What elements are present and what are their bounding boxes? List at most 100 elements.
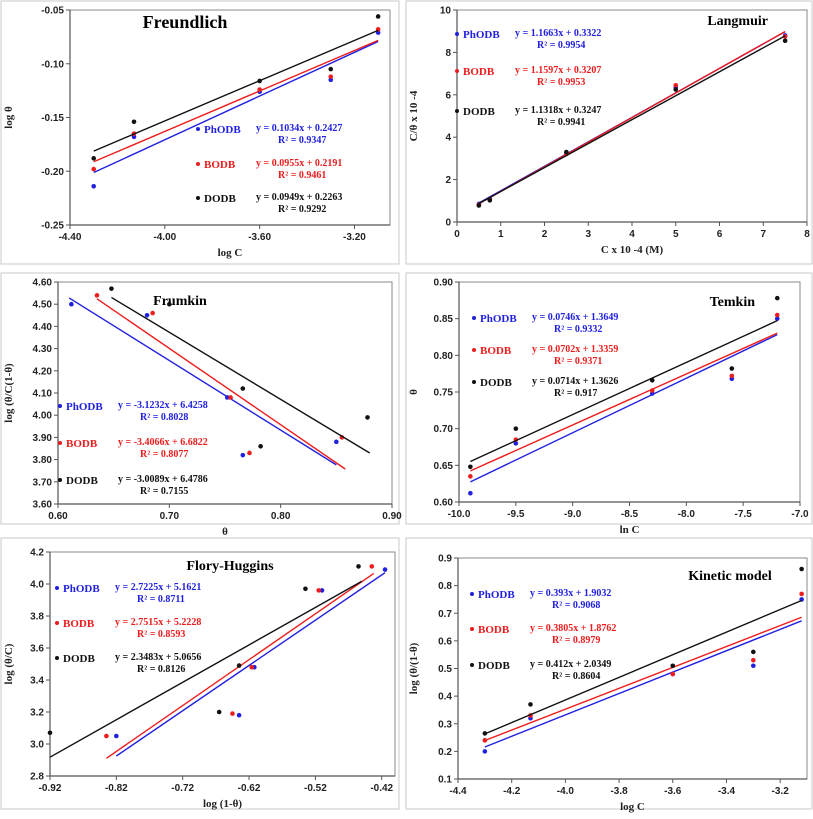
trendline-bodb bbox=[96, 298, 346, 470]
data-point-dodb bbox=[365, 415, 370, 420]
data-point-dodb bbox=[751, 649, 756, 655]
y-axis-label: log (θ/C(1-θ) bbox=[3, 363, 15, 423]
legend-marker bbox=[455, 109, 459, 113]
panel-frame bbox=[405, 537, 813, 810]
y-tick-label: 2 bbox=[445, 175, 451, 186]
x-axis-label: ln C bbox=[620, 524, 640, 536]
legend-marker bbox=[472, 348, 476, 352]
trendline-dodb bbox=[49, 580, 363, 758]
chart-panel-2: 0.60 0.70 0.80 0.90 3.60 3.70 3.80 3.90 4.00 4.10… bbox=[0, 272, 402, 538]
data-point-phodb bbox=[468, 490, 473, 496]
x-tick-label: 4 bbox=[629, 229, 635, 240]
y-tick-label: 3.70 bbox=[33, 477, 53, 488]
r-squared-label: R² = 0.9953 bbox=[537, 77, 585, 88]
r-squared-label: R² = 0.8711 bbox=[137, 594, 185, 605]
data-point-phodb bbox=[224, 395, 230, 400]
legend-marker bbox=[472, 316, 476, 320]
data-point-phodb bbox=[482, 749, 488, 754]
legend-marker bbox=[55, 621, 59, 625]
legend-label: DODB bbox=[66, 475, 98, 487]
x-tick-label: -7.5 bbox=[735, 509, 753, 520]
data-point-bodb bbox=[673, 82, 679, 88]
data-point-phodb bbox=[319, 588, 325, 593]
y-tick-label: 4.40 bbox=[33, 322, 53, 333]
y-tick-label: 0.8 bbox=[438, 581, 452, 592]
x-tick-label: 8 bbox=[804, 229, 810, 240]
y-tick-label: 0.60 bbox=[434, 498, 454, 509]
data-point-dodb bbox=[564, 149, 569, 155]
y-tick-label: 0 bbox=[445, 218, 451, 229]
trendline-equation: y = 0.0949x + 0.2263 bbox=[256, 192, 342, 203]
data-point-bodb bbox=[774, 312, 780, 318]
data-point-phodb bbox=[513, 441, 519, 446]
data-point-bodb bbox=[751, 657, 756, 663]
data-point-phodb bbox=[334, 439, 339, 445]
legend-label: DODB bbox=[478, 660, 510, 672]
r-squared-label: R² = 0.9347 bbox=[278, 135, 326, 146]
data-point-dodb bbox=[47, 730, 53, 736]
x-tick-label: -0.72 bbox=[171, 783, 194, 794]
trendline-dodb bbox=[484, 599, 802, 735]
legend-marker bbox=[455, 32, 459, 36]
trendline-dodb bbox=[470, 320, 778, 463]
x-tick-label: -4.2 bbox=[503, 786, 521, 797]
data-point-bodb bbox=[369, 564, 375, 569]
data-point-dodb bbox=[240, 386, 246, 391]
data-point-phodb bbox=[114, 733, 119, 739]
data-point-bodb bbox=[228, 395, 233, 400]
data-point-phodb bbox=[131, 134, 137, 140]
data-point-phodb bbox=[328, 77, 334, 83]
trendline-equation: y = 1.1663x + 0.3322 bbox=[515, 28, 601, 39]
panel-frame bbox=[0, 537, 400, 810]
r-squared-label: R² = 0.8979 bbox=[552, 635, 600, 646]
r-squared-label: R² = 0.8604 bbox=[552, 671, 600, 682]
r-squared-label: R² = 0.9941 bbox=[537, 117, 585, 128]
y-tick-label: 0.90 bbox=[434, 278, 454, 289]
trendline-bodb bbox=[470, 332, 778, 472]
r-squared-label: R² = 0.9954 bbox=[537, 40, 585, 51]
chart-title: Freundlich bbox=[143, 12, 228, 32]
y-tick-label: 0.9 bbox=[438, 554, 452, 565]
y-axis-label: C/θ x 10 -4 bbox=[408, 90, 420, 141]
legend-marker bbox=[455, 69, 459, 73]
data-point-bodb bbox=[328, 74, 334, 79]
trendline-equation: y = 0.0714x + 1.3626 bbox=[532, 376, 618, 387]
y-tick-label: 0.80 bbox=[434, 351, 454, 362]
legend-label: DODB bbox=[204, 193, 236, 205]
data-point-phodb bbox=[382, 567, 388, 572]
trendline-bodb bbox=[93, 39, 379, 163]
x-axis-label: log C bbox=[620, 801, 645, 813]
data-point-bodb bbox=[247, 450, 252, 456]
y-tick-label: -0.15 bbox=[41, 113, 64, 124]
x-tick-label: -3.8 bbox=[610, 786, 628, 797]
y-tick-label: 8 bbox=[445, 48, 451, 59]
data-point-dodb bbox=[782, 38, 788, 44]
trendline-equation: y = -3.1232x + 6.4258 bbox=[118, 400, 208, 411]
legend-label: PhODB bbox=[480, 313, 517, 325]
y-tick-label: 4 bbox=[445, 133, 451, 144]
trendline-equation: y = 0.0955x + 0.2191 bbox=[256, 158, 342, 169]
x-tick-label: -3.6 bbox=[664, 786, 682, 797]
y-axis-label: θ bbox=[408, 389, 420, 395]
trendline-dodb bbox=[111, 296, 371, 454]
trendline-equation: y = 1.1318x + 0.3247 bbox=[515, 105, 601, 116]
legend-marker bbox=[58, 478, 62, 482]
y-tick-label: 3.90 bbox=[33, 433, 53, 444]
data-point-dodb bbox=[528, 702, 533, 707]
data-point-phodb bbox=[69, 301, 74, 307]
legend-marker bbox=[55, 586, 59, 590]
y-tick-label: 10 bbox=[440, 6, 452, 17]
panel-frame bbox=[0, 0, 400, 265]
r-squared-label: R² = 0.8077 bbox=[140, 449, 188, 460]
y-tick-label: 3.8 bbox=[30, 612, 44, 623]
legend-marker bbox=[470, 663, 474, 667]
legend-label: BODB bbox=[480, 345, 512, 357]
y-tick-label: 0.1 bbox=[438, 775, 452, 786]
y-tick-label: 4.10 bbox=[33, 389, 53, 400]
x-axis-label: log (1-θ) bbox=[203, 798, 242, 810]
r-squared-label: R² = 0.8028 bbox=[140, 412, 188, 423]
trendline-equation: y = 2.7225x + 5.1621 bbox=[115, 582, 201, 593]
chart-panel-3: -10.0 -9.5 -9.0 -8.5 -8.0 -7.5 -7.0 0.60 0.65 0.7… bbox=[405, 272, 813, 536]
x-tick-label: -3.20 bbox=[343, 232, 366, 243]
x-tick-label: 5 bbox=[673, 229, 679, 240]
